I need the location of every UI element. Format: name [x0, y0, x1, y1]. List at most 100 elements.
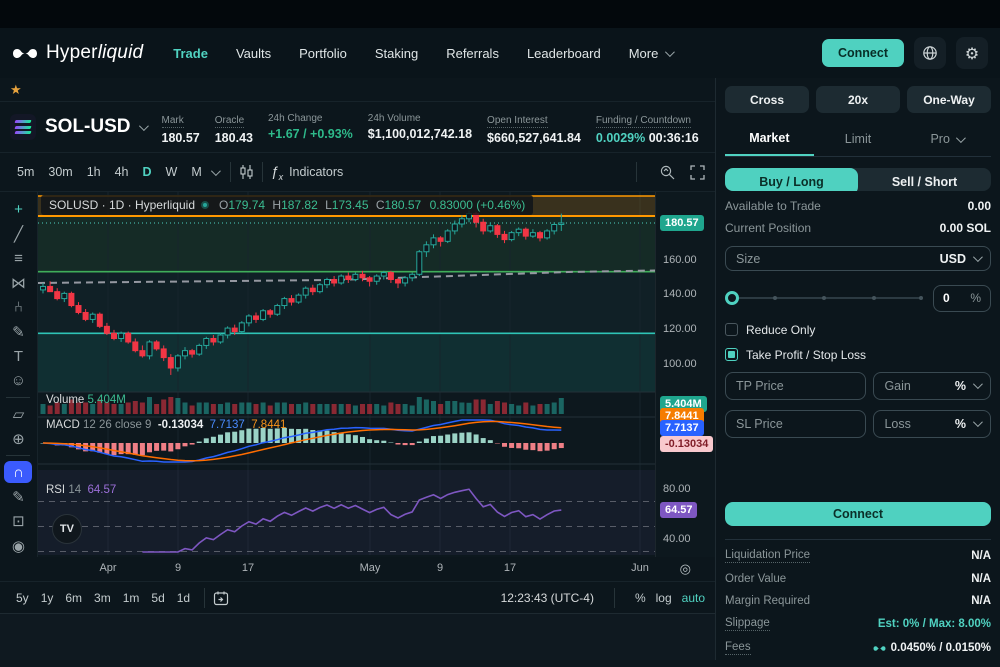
tradingview-logo[interactable]: TV [52, 514, 82, 544]
interval-1h[interactable]: 1h [80, 161, 108, 183]
price-axis[interactable]: 160.00140.00120.00100.0080.0040.00180.57… [655, 192, 716, 557]
lock-all-tool-icon[interactable]: ⊡ [4, 510, 32, 533]
drawing-lock-tool-icon[interactable]: ✎ [4, 485, 32, 508]
stat-label: Mark [162, 115, 184, 128]
gain-input[interactable]: Gain % [873, 372, 991, 400]
brush-tool-icon[interactable]: ✎ [4, 321, 32, 344]
pair-selector-chevron-icon[interactable] [138, 121, 148, 131]
margin-mode-button[interactable]: Cross [725, 86, 809, 113]
chart-canvas-area[interactable]: SOLUSD · 1D · Hyperliquid O179.74 H187.8… [38, 192, 715, 557]
candle-style-icon[interactable] [239, 164, 254, 180]
brand[interactable]: Hyperliquid [12, 42, 143, 64]
emoji-tool-icon[interactable]: ☺ [4, 370, 32, 393]
interval-D[interactable]: D [136, 161, 159, 183]
tpsl-checkbox[interactable] [725, 348, 738, 361]
buy-long-button[interactable]: Buy / Long [725, 168, 858, 191]
price-chart[interactable] [38, 192, 655, 557]
xabcd-pattern-tool-icon[interactable]: ⋈ [4, 272, 32, 295]
hide-drawings-tool-icon[interactable]: ◉ [4, 534, 32, 557]
range-1y[interactable]: 1y [35, 588, 60, 608]
info-value: N/A [971, 573, 991, 585]
fullscreen-icon[interactable] [690, 165, 705, 180]
reset-zoom-icon[interactable] [659, 164, 676, 181]
info-value: N/A [971, 595, 991, 607]
zoom-in-tool-icon[interactable]: ⊕ [4, 428, 32, 451]
hyperliquid-mini-logo-icon [873, 644, 886, 653]
magnet-tool-icon[interactable]: ∩ [4, 461, 32, 484]
interval-more-chevron-icon[interactable] [211, 166, 221, 176]
loss-unit-chevron-icon[interactable] [973, 418, 983, 428]
time-label: 9 [175, 562, 181, 574]
clock[interactable]: 12:23:43 (UTC-4) [501, 591, 594, 605]
time-axis[interactable]: ◎ Apr917May917Jun [0, 557, 715, 582]
sell-short-button[interactable]: Sell / Short [858, 168, 991, 191]
position-mode-button[interactable]: One-Way [907, 86, 991, 113]
tpsl-row[interactable]: Take Profit / Stop Loss [725, 348, 991, 362]
reduce-only-checkbox[interactable] [725, 323, 738, 336]
rsi-pane-label: RSI 14 64.57 [46, 484, 116, 496]
range-6m[interactable]: 6m [59, 588, 88, 608]
globe-icon [922, 45, 938, 61]
nav-item-more[interactable]: More [629, 46, 673, 61]
size-currency-chevron-icon[interactable] [973, 252, 983, 262]
info-row-slippage: SlippageEst: 0% / Max: 8.00% [725, 612, 991, 636]
nav-item-label: Staking [375, 46, 418, 61]
nav-item-staking[interactable]: Staking [375, 46, 418, 61]
crosshair-tool-icon[interactable]: + [4, 198, 32, 221]
scale-button-auto[interactable]: auto [682, 591, 705, 605]
tab-market[interactable]: Market [725, 122, 814, 156]
nav-item-referrals[interactable]: Referrals [446, 46, 499, 61]
interval-4h[interactable]: 4h [108, 161, 136, 183]
indicators-button[interactable]: Indicators [289, 165, 343, 179]
status-dot-icon [201, 201, 209, 209]
sl-price-input[interactable]: SL Price [725, 410, 866, 438]
settings-button[interactable]: ⚙ [956, 37, 988, 69]
interval-5m[interactable]: 5m [10, 161, 41, 183]
leverage-button[interactable]: 20x [816, 86, 900, 113]
forecast-tool-icon[interactable]: ⑃ [4, 296, 32, 319]
scale-button-log[interactable]: log [656, 591, 672, 605]
tp-price-input[interactable]: TP Price [725, 372, 866, 400]
connect-button[interactable]: Connect [822, 39, 904, 67]
nav-item-label: Referrals [446, 46, 499, 61]
stat-value: 180.43 [215, 131, 253, 145]
trendline-tool-icon[interactable]: ╱ [4, 223, 32, 246]
favorite-star-icon[interactable]: ★ [10, 82, 22, 98]
interval-30m[interactable]: 30m [41, 161, 79, 183]
reduce-only-row[interactable]: Reduce Only [725, 323, 991, 337]
scale-button-%[interactable]: % [635, 591, 646, 605]
range-1m[interactable]: 1m [117, 588, 146, 608]
size-currency: USD [940, 252, 966, 266]
go-to-date-calendar-icon[interactable] [213, 590, 229, 606]
go-to-realtime-icon[interactable]: ◎ [680, 561, 691, 577]
stat-open-interest: Open Interest$660,527,641.84 [487, 110, 581, 145]
stat-value: $660,527,641.84 [487, 131, 581, 145]
loss-input[interactable]: Loss % [873, 410, 991, 438]
nav-item-vaults[interactable]: Vaults [236, 46, 271, 61]
tab-limit[interactable]: Limit [814, 122, 903, 156]
side-toggle: Buy / Long Sell / Short [725, 168, 991, 191]
nav-item-portfolio[interactable]: Portfolio [299, 46, 347, 61]
nav-item-trade[interactable]: Trade [173, 46, 208, 61]
panel-connect-button[interactable]: Connect [725, 502, 991, 526]
slider-knob[interactable] [725, 291, 739, 305]
measure-tool-icon[interactable]: ▱ [4, 403, 32, 426]
order-type-tabs: Market Limit Pro [725, 122, 991, 157]
tab-pro[interactable]: Pro [902, 122, 991, 156]
fib-retracement-tool-icon[interactable]: ≡ [4, 247, 32, 270]
hyperliquid-app: Hyperliquid Trade Vaults Portfolio Staking R… [0, 0, 1000, 667]
nav-item-leaderboard[interactable]: Leaderboard [527, 46, 601, 61]
size-input[interactable]: Size USD [725, 246, 991, 271]
interval-W[interactable]: W [159, 161, 185, 183]
range-3m[interactable]: 3m [88, 588, 117, 608]
slider-percent-box[interactable]: 0% [933, 285, 991, 312]
text-tool-icon[interactable]: T [4, 345, 32, 368]
range-1d[interactable]: 1d [171, 588, 196, 608]
size-slider[interactable] [725, 291, 923, 305]
language-globe-button[interactable] [914, 37, 946, 69]
axis-label: 120.00 [663, 323, 697, 335]
range-5y[interactable]: 5y [10, 588, 35, 608]
interval-M[interactable]: M [184, 161, 208, 183]
range-5d[interactable]: 5d [145, 588, 170, 608]
gain-unit-chevron-icon[interactable] [973, 380, 983, 390]
